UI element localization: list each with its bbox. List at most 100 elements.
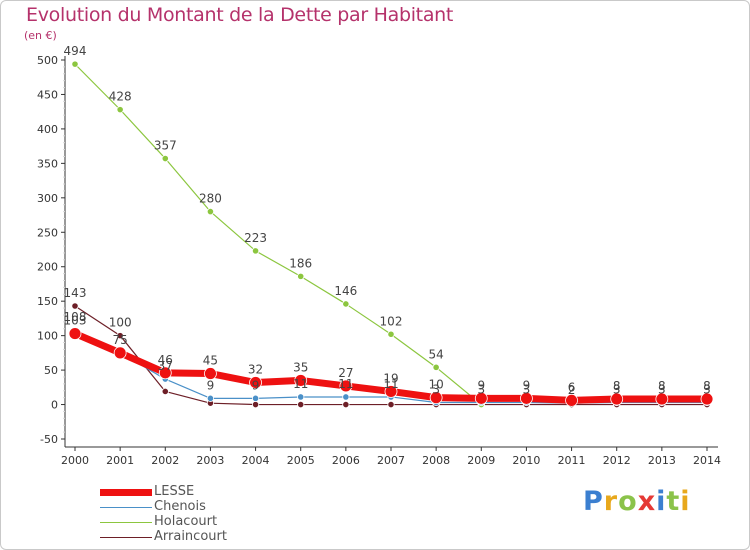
legend-label: Chenois xyxy=(154,499,206,514)
data-point-lesse xyxy=(158,366,172,380)
data-label-chenois: 3 xyxy=(432,382,440,396)
y-tick-label: 100 xyxy=(37,330,58,343)
legend-swatch xyxy=(100,489,152,496)
data-point-holacourt xyxy=(251,247,260,255)
data-label-lesse: 8 xyxy=(658,379,666,393)
data-point-holacourt xyxy=(297,272,305,280)
data-point-lesse xyxy=(565,394,578,407)
data-point-chenois xyxy=(297,393,305,401)
legend-label: Holacourt xyxy=(154,514,218,529)
data-point-arraincourt xyxy=(116,332,124,340)
proxiti-logo: Proxiti xyxy=(583,486,691,517)
data-label-lesse: 9 xyxy=(523,378,531,392)
data-label-lesse: 9 xyxy=(477,378,485,392)
legend-label: LESSE xyxy=(154,484,195,499)
data-label-lesse: 45 xyxy=(203,354,218,368)
data-label-lesse: 32 xyxy=(248,362,263,376)
data-label-lesse: 8 xyxy=(613,379,621,393)
x-tick-label: 2007 xyxy=(377,454,405,467)
data-label-chenois: 3 xyxy=(523,382,531,396)
data-label-lesse: 6 xyxy=(568,380,576,394)
y-tick-label: 500 xyxy=(37,54,58,67)
data-label-chenois: 2 xyxy=(568,383,576,397)
logo-letter: i xyxy=(680,486,691,517)
x-tick-label: 2004 xyxy=(242,454,270,467)
data-point-lesse xyxy=(68,327,82,340)
x-tick-label: 2002 xyxy=(151,454,179,467)
x-tick-label: 2006 xyxy=(332,454,360,467)
data-point-lesse xyxy=(520,391,533,405)
data-point-holacourt xyxy=(206,208,215,216)
data-point-holacourt xyxy=(342,300,350,308)
data-label-holacourt: 223 xyxy=(244,231,267,245)
data-point-holacourt xyxy=(432,363,440,371)
data-label-chenois: 3 xyxy=(703,382,711,396)
data-label-holacourt: 102 xyxy=(380,314,403,328)
x-tick-label: 2009 xyxy=(467,454,495,467)
y-tick-label: 450 xyxy=(37,88,58,101)
logo-letter: r xyxy=(603,486,619,517)
data-label-chenois: 9 xyxy=(252,378,260,392)
y-tick-label: 50 xyxy=(44,364,58,377)
data-label-chenois: 3 xyxy=(658,382,666,396)
data-point-holacourt xyxy=(161,154,169,163)
logo-letter: P xyxy=(583,486,604,517)
data-point-chenois xyxy=(251,394,260,402)
y-tick-label: 350 xyxy=(37,157,58,170)
data-label-holacourt: 428 xyxy=(109,90,132,104)
data-label-arraincourt: 100 xyxy=(109,316,132,330)
data-label-lesse: 35 xyxy=(293,360,308,374)
data-point-lesse xyxy=(204,367,217,380)
data-point-lesse xyxy=(384,385,398,398)
chart-title: Evolution du Montant de la Dette par Hab… xyxy=(26,4,454,26)
data-label-arraincourt: 143 xyxy=(64,286,87,300)
data-label-holacourt: 357 xyxy=(154,139,177,153)
data-point-chenois xyxy=(206,394,215,402)
data-point-lesse xyxy=(474,391,488,405)
data-point-lesse xyxy=(655,392,669,406)
data-label-chenois: 11 xyxy=(383,377,398,391)
logo-letter: t xyxy=(666,486,681,517)
data-point-holacourt xyxy=(387,330,395,338)
y-tick-label: 300 xyxy=(37,192,58,205)
legend-swatch xyxy=(100,536,152,539)
data-label-chenois: 3 xyxy=(477,382,485,396)
y-tick-label: 0 xyxy=(51,399,58,412)
data-point-lesse xyxy=(113,346,127,360)
data-label-lesse: 19 xyxy=(383,371,398,385)
data-label-lesse: 8 xyxy=(703,379,711,393)
data-label-chenois: 108 xyxy=(64,310,87,324)
y-tick-label: -50 xyxy=(40,433,58,446)
logo-letter: i xyxy=(656,486,667,517)
x-tick-label: 2000 xyxy=(61,454,89,467)
y-tick-label: 200 xyxy=(37,261,58,274)
data-point-arraincourt xyxy=(161,387,169,396)
x-tick-label: 2013 xyxy=(648,454,676,467)
data-label-holacourt: 280 xyxy=(199,192,222,206)
x-tick-label: 2005 xyxy=(287,454,315,467)
logo-letter: o xyxy=(618,486,638,517)
data-point-lesse xyxy=(429,391,443,405)
chart-unit-label: (en €) xyxy=(24,29,57,42)
data-label-chenois: 37 xyxy=(158,359,173,373)
legend-swatch xyxy=(100,521,152,524)
data-label-holacourt: 494 xyxy=(64,44,87,58)
data-label-chenois: 11 xyxy=(293,377,308,391)
data-point-lesse xyxy=(610,392,624,406)
data-label-lesse: 103 xyxy=(64,314,87,328)
x-tick-label: 2011 xyxy=(558,454,586,467)
data-label-lesse: 27 xyxy=(338,366,353,380)
data-point-arraincourt xyxy=(342,400,350,409)
y-tick-label: 250 xyxy=(37,226,58,239)
data-label-chenois: 3 xyxy=(613,382,621,396)
data-point-lesse xyxy=(249,376,262,389)
series-line-holacourt xyxy=(74,63,482,406)
x-tick-label: 2001 xyxy=(106,454,134,467)
data-label-holacourt: 186 xyxy=(289,256,312,270)
x-tick-label: 2003 xyxy=(196,454,224,467)
data-label-lesse: 75 xyxy=(113,333,128,347)
data-point-arraincourt xyxy=(297,400,305,409)
data-label-lesse: 10 xyxy=(429,378,444,392)
x-tick-label: 2010 xyxy=(512,454,540,467)
